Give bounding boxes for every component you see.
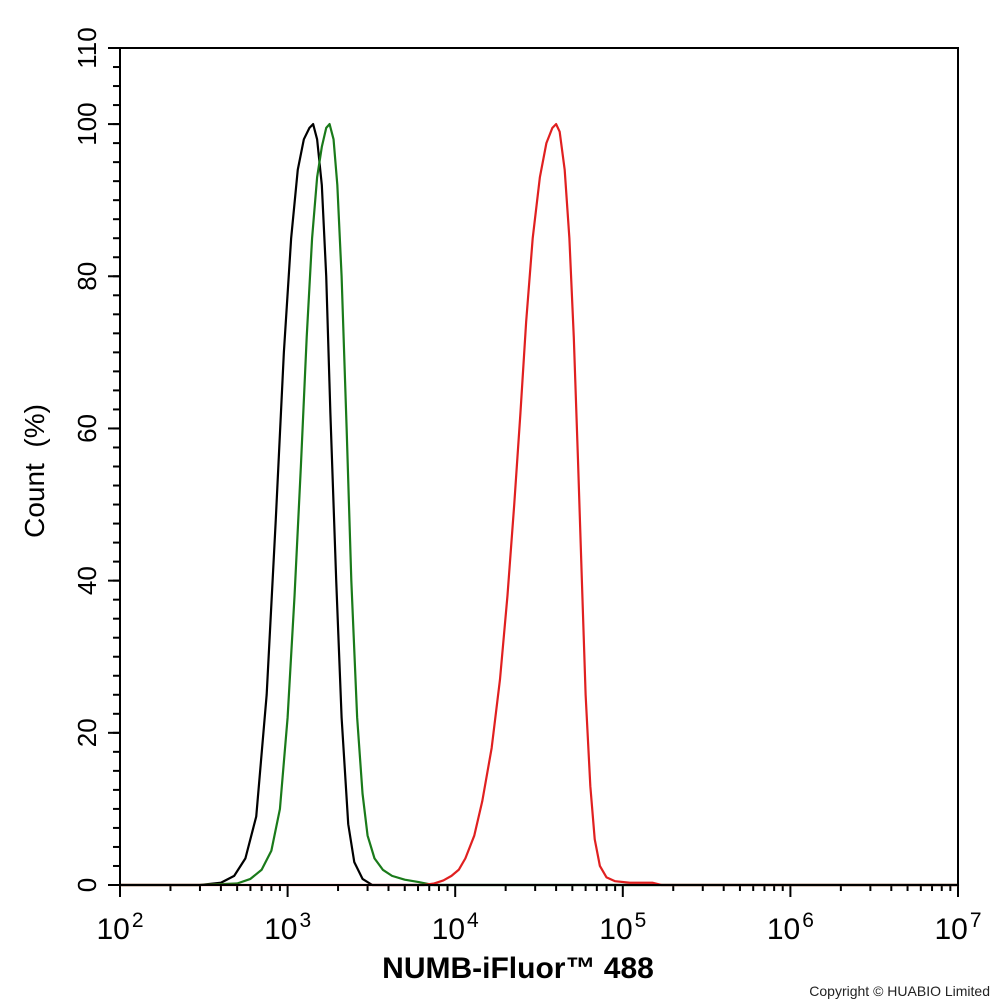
y-tick-label: 0 (72, 878, 102, 892)
x-tick-label: 107 (934, 909, 981, 946)
x-tick-label: 103 (264, 909, 311, 946)
series-line-1 (118, 122, 960, 887)
y-tick-label: 80 (72, 262, 102, 291)
x-tick-labels: 102 103 104 105 106 107 (96, 909, 981, 946)
axis-ticks (108, 47, 959, 897)
x-tick-label: 106 (767, 909, 814, 946)
series-line-2 (118, 122, 960, 887)
y-tick-label: 40 (72, 566, 102, 595)
x-tick-label: 104 (432, 909, 479, 946)
x-axis-title: NUMB-iFluor™ 488 (382, 952, 654, 985)
y-tick-label: 110 (72, 27, 102, 68)
y-tick-label: 20 (72, 718, 102, 747)
y-tick-label: 60 (72, 414, 102, 443)
plot-frame (119, 47, 959, 886)
series-line-3 (118, 122, 960, 887)
y-tick-labels: 0 20 40 60 80 100 110 (72, 27, 102, 892)
x-tick-label: 102 (96, 909, 143, 946)
y-tick-label: 100 (72, 102, 102, 145)
y-axis-title: Count (%) (19, 404, 50, 538)
y-minor-ticks (113, 47, 120, 886)
series-group (118, 122, 960, 887)
copyright-text: Copyright © HUABIO Limited (809, 983, 990, 999)
x-tick-label: 105 (599, 909, 646, 946)
